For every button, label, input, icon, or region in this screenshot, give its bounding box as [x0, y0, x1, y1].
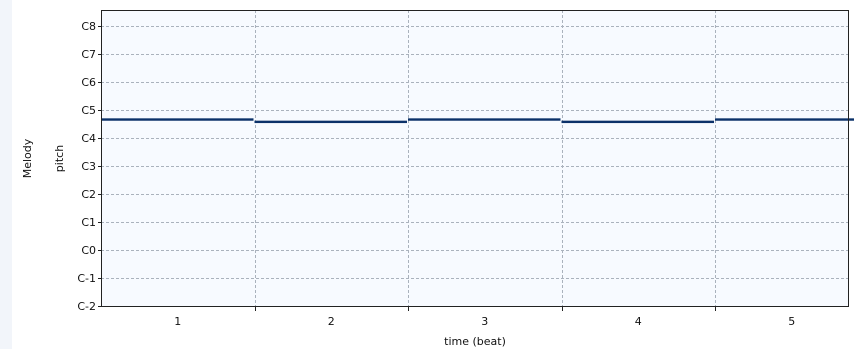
y-tick-label: C3 — [81, 160, 96, 173]
y-tick-label: C1 — [81, 216, 96, 229]
y-tick-label: C2 — [81, 188, 96, 201]
y-tick-label: C5 — [81, 104, 96, 117]
x-tick-label: 3 — [481, 315, 488, 328]
plot-area — [101, 10, 849, 307]
note-bar-4 — [561, 120, 714, 124]
x-tick-label: 5 — [788, 315, 795, 328]
x-tick-label: 1 — [174, 315, 181, 328]
note-bar-1 — [101, 118, 254, 121]
y-tick-label: C4 — [81, 132, 96, 145]
y-tick-label: C0 — [81, 244, 96, 257]
x-tick-label: 2 — [328, 315, 335, 328]
side-panel — [0, 0, 12, 349]
y-axis-label: pitch — [53, 145, 66, 172]
x-axis-label: time (beat) — [444, 335, 506, 348]
y-tick-label: C6 — [81, 76, 96, 89]
notes-layer — [101, 118, 854, 124]
note-bar-5 — [715, 118, 854, 121]
y-tick-label: C7 — [81, 48, 96, 61]
x-tick-label: 4 — [635, 315, 642, 328]
y-tick-label: C-1 — [77, 272, 96, 285]
grid-lines — [101, 10, 849, 311]
plot-frame — [101, 10, 849, 307]
x-axis-ticks: 1 2 3 4 5 — [174, 315, 795, 328]
y-tick-label: C8 — [81, 20, 96, 33]
y-axis-ticks: C-2 C-1 C0 C1 C2 C3 C4 C5 C6 C7 C8 — [77, 20, 101, 313]
note-bar-2 — [254, 120, 407, 124]
note-bar-3 — [408, 118, 561, 121]
y-tick-label: C-2 — [77, 300, 96, 313]
track-label: Melody — [21, 138, 34, 178]
